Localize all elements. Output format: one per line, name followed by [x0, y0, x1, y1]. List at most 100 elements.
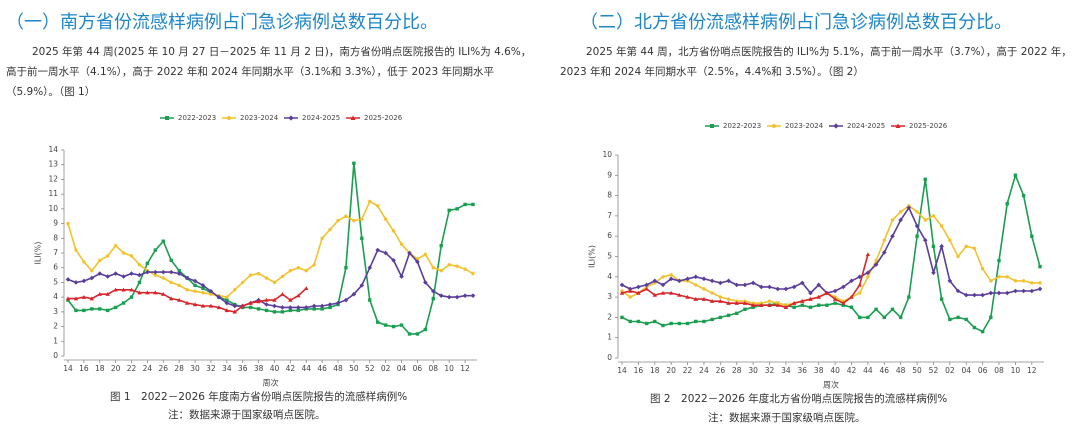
- marker: [208, 288, 214, 294]
- marker: [775, 303, 780, 307]
- marker: [185, 288, 189, 292]
- marker: [296, 266, 300, 270]
- marker: [791, 284, 797, 290]
- x-tick-label: 42: [847, 366, 857, 375]
- x-tick-label: 18: [650, 366, 660, 375]
- marker: [232, 303, 238, 309]
- x-tick-label: 38: [814, 366, 824, 375]
- marker: [73, 280, 79, 285]
- y-tick-label: 9: [53, 219, 58, 228]
- heading: （一）南方省份流感样病例占门急诊病例总数百分比。: [6, 12, 438, 33]
- marker: [145, 261, 150, 265]
- marker: [463, 202, 467, 207]
- y-tick-label: 8: [607, 191, 612, 200]
- marker: [264, 308, 269, 313]
- marker: [200, 283, 206, 288]
- series-line: [67, 163, 473, 335]
- marker: [923, 177, 927, 182]
- x-tick-label: 28: [732, 366, 742, 375]
- marker: [344, 214, 348, 218]
- marker: [391, 258, 396, 263]
- marker: [931, 244, 936, 249]
- marker: [1030, 281, 1034, 285]
- marker: [225, 298, 229, 302]
- x-tick-label: 44: [863, 366, 873, 375]
- marker: [874, 258, 878, 263]
- marker: [137, 290, 142, 295]
- marker: [791, 300, 797, 305]
- marker: [734, 282, 740, 288]
- marker: [644, 321, 649, 326]
- x-tick-label: 18: [95, 364, 105, 373]
- marker: [470, 293, 476, 298]
- marker: [972, 325, 977, 330]
- marker: [718, 298, 723, 303]
- marker: [939, 244, 944, 249]
- marker: [898, 217, 903, 223]
- marker: [644, 286, 649, 291]
- marker: [328, 305, 332, 310]
- marker: [463, 267, 467, 271]
- marker: [685, 321, 690, 326]
- marker: [352, 161, 356, 165]
- marker: [129, 254, 134, 258]
- marker: [660, 282, 666, 288]
- marker: [718, 315, 723, 320]
- x-tick-label: 34: [222, 364, 232, 373]
- marker: [989, 279, 993, 283]
- marker: [833, 301, 837, 305]
- marker: [227, 116, 231, 120]
- marker: [849, 278, 854, 284]
- x-tick-label: 38: [254, 364, 264, 373]
- x-tick-label: 20: [666, 366, 676, 375]
- legend-label: 2025-2026: [909, 122, 948, 130]
- y-tick-label: 12: [48, 174, 58, 183]
- marker: [360, 217, 364, 221]
- marker: [383, 323, 388, 327]
- marker: [685, 276, 690, 282]
- marker: [415, 259, 420, 265]
- marker: [898, 315, 903, 320]
- marker: [628, 319, 632, 324]
- marker: [661, 275, 665, 279]
- marker: [652, 278, 658, 284]
- marker: [857, 282, 862, 287]
- marker: [948, 317, 952, 322]
- marker: [272, 310, 277, 314]
- marker: [767, 299, 772, 303]
- marker: [833, 123, 839, 129]
- y-tick-label: 10: [602, 150, 612, 159]
- legend-label: 2025-2026: [364, 114, 403, 122]
- marker: [783, 305, 789, 309]
- marker: [327, 302, 333, 307]
- marker: [620, 315, 624, 320]
- marker: [956, 254, 960, 259]
- marker: [113, 305, 118, 310]
- marker: [98, 258, 102, 263]
- marker: [376, 320, 380, 324]
- marker: [710, 291, 714, 295]
- marker: [320, 236, 324, 240]
- marker: [750, 303, 756, 307]
- marker: [644, 282, 649, 288]
- heading: （二）北方省份流感样病例占门急诊病例总数百分比。: [580, 12, 1012, 33]
- x-tick-label: 30: [748, 366, 758, 375]
- marker: [145, 290, 150, 295]
- y-tick-label: 7: [53, 248, 58, 257]
- marker: [882, 315, 886, 320]
- marker: [295, 305, 301, 310]
- marker: [350, 115, 356, 120]
- marker: [694, 319, 698, 324]
- marker: [129, 287, 134, 292]
- marker: [225, 295, 229, 299]
- marker: [280, 292, 285, 296]
- marker: [391, 324, 396, 329]
- marker: [702, 287, 706, 291]
- marker: [997, 258, 1001, 263]
- marker: [288, 305, 293, 310]
- x-tick-label: 34: [781, 366, 791, 375]
- marker: [391, 229, 396, 233]
- marker: [121, 301, 126, 305]
- marker: [628, 295, 632, 299]
- marker: [841, 303, 845, 307]
